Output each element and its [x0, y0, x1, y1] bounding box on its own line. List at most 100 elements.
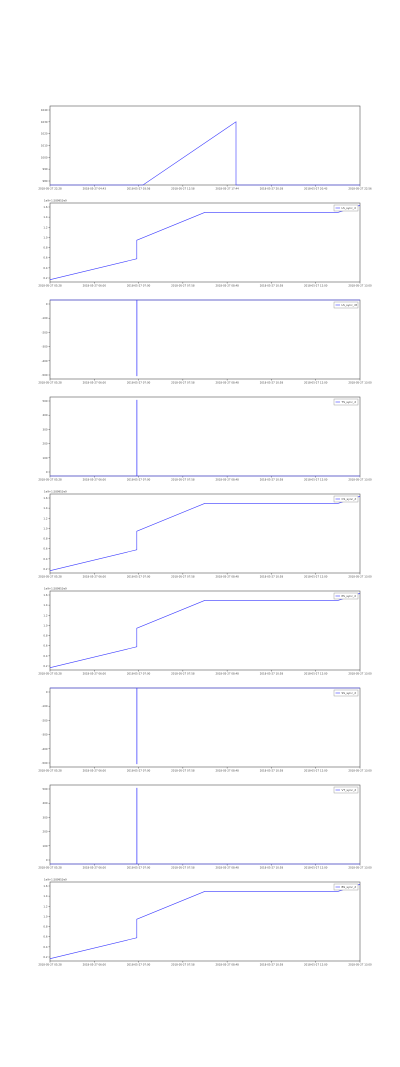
x-tick-label: 2018-05-27 10:58 — [260, 284, 284, 288]
legend-box — [333, 301, 359, 309]
y-tick-label: 300 — [43, 427, 48, 431]
y-tick-label: 1.6 — [43, 884, 47, 888]
x-tick-label: 2018-05-27 13:00 — [348, 866, 372, 870]
x-tick-label: 2018-05-27 07:58 — [171, 672, 195, 676]
y-tick-label: 1.4 — [43, 894, 47, 898]
x-tick-label: 2018-05-27 12:00 — [304, 963, 328, 967]
x-tick-label: 2018-05-27 04:43 — [83, 187, 107, 191]
plot-frame — [49, 784, 361, 865]
x-tick-label: 2018-05-27 13:00 — [348, 963, 372, 967]
y-tick-label: 1.6 — [43, 496, 47, 500]
plot-frame — [49, 299, 361, 380]
legend-label: SS_sync_d — [342, 691, 357, 695]
x-tick-label: 2018-05-27 07:58 — [171, 575, 195, 579]
legend: CS_sync_d — [333, 495, 359, 503]
y-tick-label: -500 — [42, 373, 48, 377]
axis-offset-label: 1e9+1.589953e9 — [44, 878, 67, 882]
x-tick-label: 2018-05-27 13:00 — [348, 672, 372, 676]
x-tick-label: 2018-05-27 10:58 — [260, 575, 284, 579]
y-tick-label: 400 — [43, 801, 48, 805]
y-tick-label: 0.4 — [43, 557, 47, 561]
y-tick-label: 0.8 — [43, 925, 47, 929]
y-tick-label: 0.8 — [43, 537, 47, 541]
y-tick-label: -300 — [42, 733, 48, 737]
x-tick-label: 2018-05-27 08:48 — [215, 866, 239, 870]
chart-panel-6: 1.6 1.4 1.2 1.0 0.8 0.6 0.4 0.2 2018-05-27 05:28… — [38, 587, 372, 676]
y-tick-label: 0 — [46, 470, 48, 474]
series-line — [49, 496, 361, 571]
x-tick-label: 2018-05-27 12:00 — [304, 478, 328, 482]
y-tick-label: 0.2 — [43, 955, 47, 959]
y-tick-label: 1.4 — [43, 215, 47, 219]
x-tick-label: 2018-05-27 10:58 — [260, 963, 284, 967]
y-tick-label: 0.6 — [43, 935, 47, 939]
y-tick-label: 0.2 — [43, 664, 47, 668]
legend: LS_sync_d — [333, 204, 359, 212]
x-tick-label: 2018-05-27 20:38 — [260, 187, 284, 191]
plot-frame — [49, 590, 361, 671]
x-tick-label: 2018-05-27 08:48 — [215, 284, 239, 288]
series-line — [50, 687, 360, 765]
x-tick-label: 2018-05-27 22:28 — [38, 187, 62, 191]
x-tick-label: 2018-05-27 03:56 — [127, 187, 151, 191]
y-tick-label: 1.2 — [43, 225, 47, 229]
x-tick-label: 2018-05-27 10:58 — [260, 478, 284, 482]
x-tick-label: 2018-05-27 12:58 — [171, 187, 195, 191]
x-tick-label: 2018-05-27 07:00 — [127, 381, 151, 385]
x-tick-label: 2018-05-27 12:00 — [304, 866, 328, 870]
axis-offset-label: 1e9+1.589953e9 — [44, 490, 67, 494]
x-tick-label: 2018-05-27 05:28 — [38, 284, 62, 288]
x-tick-label: 2018-05-27 12:00 — [304, 672, 328, 676]
y-tick-label: 100 — [43, 844, 48, 848]
plot-frame — [49, 202, 361, 283]
y-tick-label: 1.0 — [43, 623, 47, 627]
y-tick-label: 0.6 — [43, 256, 47, 260]
x-tick-label: 2018-05-27 06:00 — [83, 381, 107, 385]
x-tick-label: 2018-05-27 05:28 — [38, 866, 62, 870]
y-tick-label: -100 — [42, 316, 48, 320]
x-tick-label: 2018-05-27 07:00 — [127, 478, 151, 482]
x-tick-label: 2018-05-27 07:00 — [127, 575, 151, 579]
y-tick-label: -100 — [42, 704, 48, 708]
y-tick-label: 0 — [46, 858, 48, 862]
legend-label: CS_sync_d — [342, 497, 357, 501]
x-tick-label: 2018-05-27 10:58 — [260, 381, 284, 385]
x-tick-label: 2018-05-27 07:58 — [171, 769, 195, 773]
x-tick-label: 2018-05-27 07:00 — [127, 672, 151, 676]
x-tick-label: 2018-05-27 05:28 — [38, 672, 62, 676]
x-tick-label: 2018-05-27 22:56 — [348, 187, 372, 191]
x-tick-label: 2018-05-27 07:00 — [127, 866, 151, 870]
x-tick-label: 2018-05-27 20:43 — [304, 187, 328, 191]
x-tick-label: 2018-05-27 07:58 — [171, 284, 195, 288]
legend: PS_sync_d — [333, 592, 359, 600]
x-tick-label: 2018-05-27 17:44 — [215, 187, 239, 191]
legend-label: TS_sync_d — [341, 400, 357, 404]
legend-box — [333, 495, 359, 503]
x-tick-label: 2018-05-27 07:58 — [171, 866, 195, 870]
x-tick-label: 2018-05-27 12:00 — [304, 769, 328, 773]
y-tick-label: 0.4 — [43, 266, 47, 270]
y-tick-label: 1010 — [41, 144, 48, 148]
y-tick-label: 1.6 — [43, 593, 47, 597]
x-tick-label: 2018-05-27 07:00 — [127, 769, 151, 773]
y-tick-label: -400 — [42, 359, 48, 363]
x-tick-label: 2018-05-27 07:58 — [171, 963, 195, 967]
legend-box — [333, 592, 359, 600]
y-tick-label: 200 — [43, 442, 48, 446]
y-tick-label: 1.0 — [43, 526, 47, 530]
y-tick-label: -400 — [42, 747, 48, 751]
y-tick-label: 1.4 — [43, 506, 47, 510]
x-tick-label: 2018-05-27 08:48 — [215, 381, 239, 385]
y-tick-label: 200 — [43, 830, 48, 834]
y-tick-label: -300 — [42, 345, 48, 349]
plot-frame — [49, 687, 361, 768]
series-line — [50, 299, 360, 377]
legend: LS_sync_dt — [333, 301, 359, 309]
x-tick-label: 2018-05-27 08:48 — [215, 575, 239, 579]
x-tick-label: 2018-05-27 05:28 — [38, 478, 62, 482]
series-line — [49, 205, 361, 280]
y-tick-label: 1000 — [41, 155, 48, 159]
chart-panel-5: 1.6 1.4 1.2 1.0 0.8 0.6 0.4 0.2 2018-05-27 05:28… — [38, 490, 372, 579]
y-tick-label: 0 — [46, 302, 48, 306]
y-tick-label: 0.2 — [43, 276, 47, 280]
